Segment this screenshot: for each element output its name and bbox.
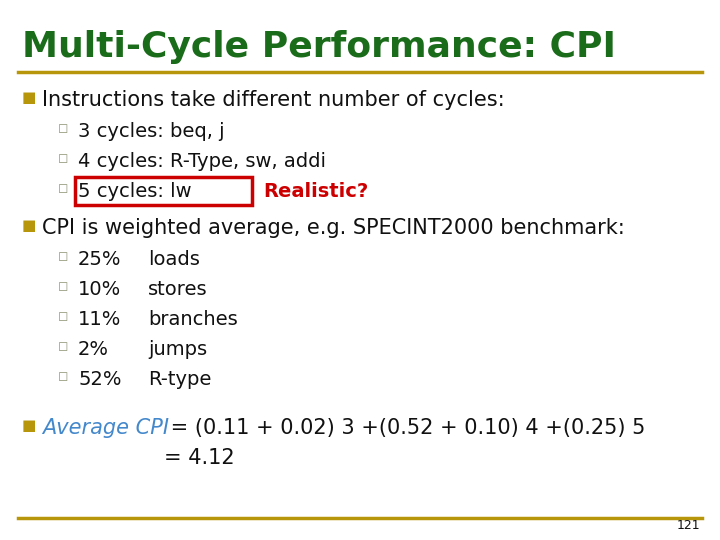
Text: ■: ■: [22, 218, 37, 233]
Text: CPI is weighted average, e.g. SPECINT2000 benchmark:: CPI is weighted average, e.g. SPECINT200…: [42, 218, 625, 238]
Text: ◻: ◻: [58, 182, 68, 195]
Text: ◻: ◻: [58, 250, 68, 263]
Text: Realistic?: Realistic?: [263, 182, 368, 201]
Text: 10%: 10%: [78, 280, 121, 299]
Text: ◻: ◻: [58, 152, 68, 165]
Text: 52%: 52%: [78, 370, 122, 389]
Text: R-type: R-type: [148, 370, 212, 389]
Text: ◻: ◻: [58, 122, 68, 135]
Text: ■: ■: [22, 90, 37, 105]
Text: ◻: ◻: [58, 340, 68, 353]
Text: branches: branches: [148, 310, 238, 329]
Text: 11%: 11%: [78, 310, 122, 329]
FancyBboxPatch shape: [75, 177, 252, 205]
Text: loads: loads: [148, 250, 200, 269]
Text: 25%: 25%: [78, 250, 122, 269]
Text: Instructions take different number of cycles:: Instructions take different number of cy…: [42, 90, 505, 110]
Text: 121: 121: [676, 519, 700, 532]
Text: 4 cycles: R-Type, sw, addi: 4 cycles: R-Type, sw, addi: [78, 152, 326, 171]
Text: ◻: ◻: [58, 280, 68, 293]
Text: 5 cycles: lw: 5 cycles: lw: [78, 182, 192, 201]
Text: ■: ■: [22, 418, 37, 433]
Text: ◻: ◻: [58, 310, 68, 323]
Text: Multi-Cycle Performance: CPI: Multi-Cycle Performance: CPI: [22, 30, 616, 64]
Text: jumps: jumps: [148, 340, 207, 359]
Text: 2%: 2%: [78, 340, 109, 359]
Text: ◻: ◻: [58, 370, 68, 383]
Text: = (0.11 + 0.02) 3 +(0.52 + 0.10) 4 +(0.25) 5: = (0.11 + 0.02) 3 +(0.52 + 0.10) 4 +(0.2…: [164, 418, 645, 438]
Text: 3 cycles: beq, j: 3 cycles: beq, j: [78, 122, 225, 141]
Text: Average CPI: Average CPI: [42, 418, 169, 438]
Text: = 4.12: = 4.12: [164, 448, 235, 468]
Text: stores: stores: [148, 280, 207, 299]
